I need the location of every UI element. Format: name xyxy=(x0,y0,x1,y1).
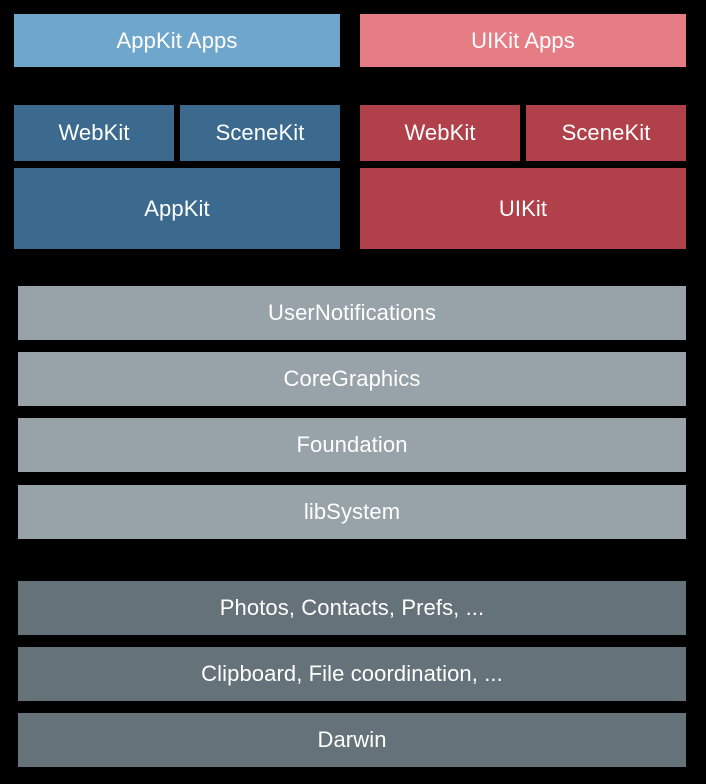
ios-webkit-box: WebKit xyxy=(360,105,520,161)
uikit-apps-label: UIKit Apps xyxy=(471,27,575,53)
libsystem-layer: libSystem xyxy=(18,485,686,539)
mac-webkit-box: WebKit xyxy=(14,105,174,161)
appkit-apps-box: AppKit Apps xyxy=(14,14,340,67)
appkit-box: AppKit xyxy=(14,168,340,249)
ios-scenekit-box: SceneKit xyxy=(526,105,686,161)
appkit-apps-label: AppKit Apps xyxy=(116,27,238,53)
clipboard-file-coordination-layer: Clipboard, File coordination, ... xyxy=(18,647,686,701)
uikit-apps-box: UIKit Apps xyxy=(360,14,686,67)
uikit-box: UIKit xyxy=(360,168,686,249)
ios-webkit-label: WebKit xyxy=(404,120,476,145)
photos-contacts-prefs-label: Photos, Contacts, Prefs, ... xyxy=(219,595,485,620)
usernotifications-label: UserNotifications xyxy=(268,300,436,325)
uikit-label: UIKit xyxy=(498,195,548,221)
darwin-label: Darwin xyxy=(317,727,387,752)
photos-contacts-prefs-layer: Photos, Contacts, Prefs, ... xyxy=(18,581,686,635)
coregraphics-label: CoreGraphics xyxy=(283,366,421,391)
foundation-layer: Foundation xyxy=(18,418,686,472)
mac-scenekit-box: SceneKit xyxy=(180,105,340,161)
darwin-layer: Darwin xyxy=(18,713,686,767)
clipboard-file-coordination-label: Clipboard, File coordination, ... xyxy=(201,661,503,686)
ios-scenekit-label: SceneKit xyxy=(561,120,651,145)
usernotifications-layer: UserNotifications xyxy=(18,286,686,340)
appkit-label: AppKit xyxy=(144,195,210,221)
foundation-label: Foundation xyxy=(296,432,408,457)
mac-webkit-label: WebKit xyxy=(58,120,130,145)
mac-scenekit-label: SceneKit xyxy=(215,120,305,145)
libsystem-label: libSystem xyxy=(303,499,401,524)
coregraphics-layer: CoreGraphics xyxy=(18,352,686,406)
